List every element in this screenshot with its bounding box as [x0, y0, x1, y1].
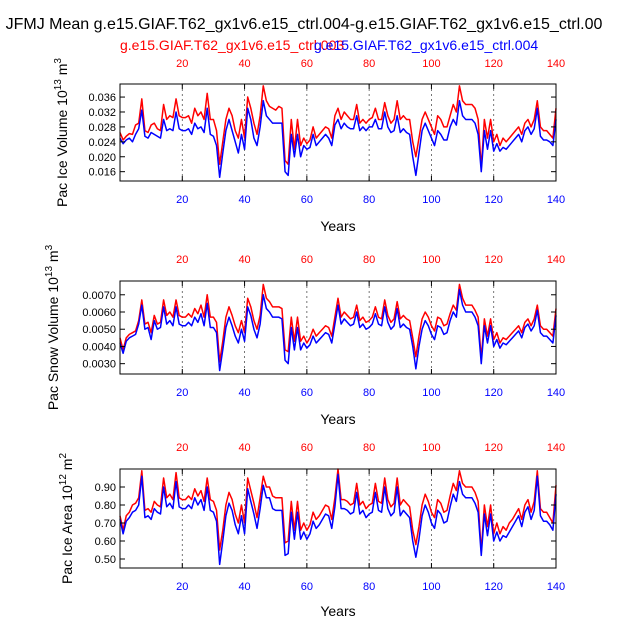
x-tick-label-bottom: 100 [422, 194, 440, 206]
x-tick-label-bottom: 80 [363, 581, 375, 593]
y-tick-label: 0.0050 [82, 324, 116, 336]
legend-red-label: g.e15.GIAF.T62_gx1v6.e15_ctrl.003 [120, 37, 344, 53]
x-tick-label-bottom: 140 [547, 387, 565, 399]
x-tick-label-top: 60 [301, 254, 313, 266]
x-tick-label-bottom: 20 [176, 194, 188, 206]
y-tick-label: 0.70 [95, 518, 116, 530]
x-tick-label-top: 80 [363, 58, 375, 70]
x-axis-label: Years [320, 218, 355, 234]
y-tick-label: 0.016 [88, 167, 116, 179]
x-tick-label-top: 140 [547, 58, 565, 70]
plot-frame [119, 83, 557, 182]
x-tick-label-bottom: 20 [176, 387, 188, 399]
x-tick-label-top: 120 [485, 254, 503, 266]
x-tick-label-bottom: 60 [301, 581, 313, 593]
x-tick-label-bottom: 40 [238, 387, 250, 399]
series-line-blue [119, 473, 557, 566]
figure-title: JFMJ Mean g.e15.GIAF.T62_gx1v6.e15_ctrl.… [6, 16, 603, 33]
x-tick-label-top: 40 [238, 58, 250, 70]
y-axis-label: Pac Snow Volume 1013 m3 [44, 244, 61, 410]
y-tick-label: 0.50 [95, 554, 116, 566]
x-tick-label-top: 20 [176, 58, 188, 70]
x-tick-label-bottom: 40 [238, 194, 250, 206]
plot-frame [119, 280, 557, 375]
y-tick-label: 0.80 [95, 500, 116, 512]
panel-2: 0.0030 0.0040 0.0050 0.0060 0.0070 20 20 40 40 60… [44, 244, 565, 427]
y-tick-label: 0.0030 [82, 359, 116, 371]
x-tick-label-top: 80 [363, 442, 375, 454]
x-tick-label-bottom: 60 [301, 387, 313, 399]
x-tick-label-bottom: 60 [301, 194, 313, 206]
x-tick-label-bottom: 80 [363, 194, 375, 206]
y-tick-label: 0.0060 [82, 307, 116, 319]
x-tick-label-top: 120 [485, 58, 503, 70]
x-tick-label-top: 40 [238, 442, 250, 454]
x-tick-label-bottom: 120 [485, 581, 503, 593]
x-tick-label-top: 20 [176, 442, 188, 454]
x-tick-label-bottom: 20 [176, 581, 188, 593]
x-tick-label-top: 120 [485, 442, 503, 454]
x-tick-label-top: 100 [422, 58, 440, 70]
x-tick-label-bottom: 100 [422, 387, 440, 399]
y-tick-label: 0.0070 [82, 290, 116, 302]
x-tick-label-top: 20 [176, 254, 188, 266]
y-tick-label: 0.0040 [82, 341, 116, 353]
x-tick-label-top: 60 [301, 442, 313, 454]
series-line-red [119, 85, 557, 169]
x-axis-label: Years [320, 603, 355, 618]
x-tick-label-top: 60 [301, 58, 313, 70]
panel-1: 0.016 0.020 0.024 0.028 0.032 0.036 20 20 40 40 60… [53, 58, 565, 234]
plot-frame [119, 468, 557, 569]
x-tick-label-top: 100 [422, 442, 440, 454]
x-tick-label-bottom: 140 [547, 581, 565, 593]
x-tick-label-top: 100 [422, 254, 440, 266]
x-tick-label-bottom: 140 [547, 194, 565, 206]
x-tick-label-bottom: 80 [363, 387, 375, 399]
y-tick-label: 0.024 [88, 137, 116, 149]
series-line-red [119, 283, 557, 363]
y-axis-label: Pac Ice Area 1012 m2 [58, 453, 75, 585]
series-line-blue [119, 288, 557, 372]
x-tick-label-top: 40 [238, 254, 250, 266]
y-tick-label: 0.032 [88, 107, 116, 119]
x-tick-label-top: 140 [547, 254, 565, 266]
y-tick-label: 0.90 [95, 482, 116, 494]
x-tick-label-bottom: 120 [485, 387, 503, 399]
x-tick-label-bottom: 100 [422, 581, 440, 593]
y-axis-label: Pac Ice Volume 1013 m3 [53, 58, 70, 207]
x-tick-label-bottom: 120 [485, 194, 503, 206]
y-tick-label: 0.60 [95, 536, 116, 548]
x-tick-label-top: 80 [363, 254, 375, 266]
legend-blue-label: g.e15.GIAF.T62_gx1v6.e15_ctrl.004 [314, 37, 538, 53]
x-axis-label: Years [320, 411, 355, 427]
series-line-blue [119, 100, 557, 179]
y-tick-label: 0.036 [88, 92, 116, 104]
y-tick-label: 0.028 [88, 122, 116, 134]
panel-3: 0.50 0.60 0.70 0.80 0.90 20 20 40 40 60 60 80 80 100 1… [58, 442, 565, 618]
x-tick-label-bottom: 40 [238, 581, 250, 593]
x-tick-label-top: 140 [547, 442, 565, 454]
y-tick-label: 0.020 [88, 152, 116, 164]
